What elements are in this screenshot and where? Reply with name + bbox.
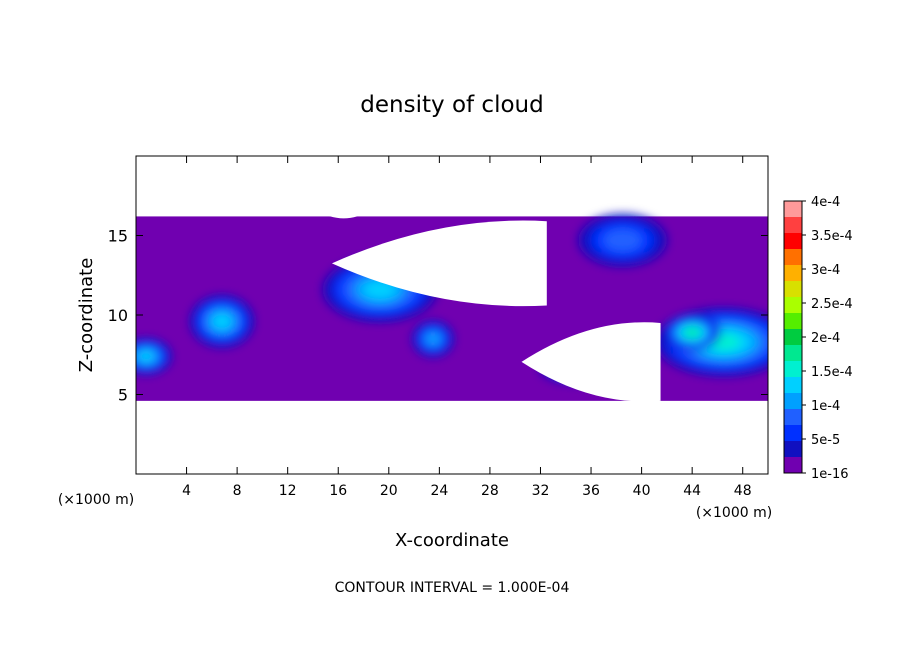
cloud-free-gap-1 — [331, 220, 547, 307]
colorbar-segment-14 — [784, 425, 802, 442]
colorbar-label-7: 5e-5 — [811, 433, 840, 448]
x-unit-left: (×1000 m) — [58, 492, 134, 508]
density-feature-7-level-7 — [686, 328, 699, 337]
colorbar-segment-3 — [784, 249, 802, 266]
colorbar-segment-9 — [784, 345, 802, 362]
colorbar-segment-2 — [784, 233, 802, 250]
colorbar-segment-0 — [784, 201, 802, 218]
colorbar-segment-11 — [784, 377, 802, 394]
x-tick-label-36: 36 — [582, 483, 600, 499]
density-feature-1-level-5 — [212, 313, 231, 329]
x-tick-label-4: 4 — [182, 483, 191, 499]
colorbar-segment-5 — [784, 281, 802, 298]
x-tick-label-12: 12 — [279, 483, 297, 499]
density-feature-2-level-5 — [363, 280, 397, 299]
colorbar-segment-7 — [784, 313, 802, 330]
x-tick-label-16: 16 — [329, 483, 347, 499]
contour-interval-note: CONTOUR INTERVAL = 1.000E-04 — [335, 580, 570, 596]
x-axis-label: X-coordinate — [395, 530, 509, 551]
colorbar-label-8: 1e-16 — [811, 467, 849, 482]
y-axis-ticks: 5 10 15 — [108, 227, 768, 405]
x-axis-ticks: 4 8 12 16 20 24 28 32 36 40 44 48 — [182, 156, 752, 499]
density-feature-5-level-3 — [602, 228, 643, 252]
x-tick-label-20: 20 — [380, 483, 398, 499]
colorbar-label-1: 3.5e-4 — [811, 229, 853, 244]
colorbar-label-6: 1e-4 — [811, 399, 840, 414]
y-tick-label-5: 5 — [118, 386, 128, 405]
colorbar-label-3: 2.5e-4 — [811, 297, 853, 312]
x-tick-label-48: 48 — [734, 483, 752, 499]
chart-title: density of cloud — [360, 92, 543, 118]
colorbar-label-0: 4e-4 — [811, 195, 840, 210]
x-tick-label-44: 44 — [683, 483, 701, 499]
cloud-free-gap-2 — [521, 322, 661, 402]
x-tick-label-24: 24 — [430, 483, 448, 499]
colorbar-segment-12 — [784, 393, 802, 410]
colorbar-segment-4 — [784, 265, 802, 282]
colorbar-segment-1 — [784, 217, 802, 234]
x-tick-label-28: 28 — [481, 483, 499, 499]
x-tick-label-40: 40 — [633, 483, 651, 499]
x-unit-right: (×1000 m) — [696, 505, 772, 521]
colorbar-segment-8 — [784, 329, 802, 346]
y-tick-label-10: 10 — [108, 306, 128, 325]
density-feature-0-level-5 — [138, 351, 154, 362]
colorbar-label-4: 2e-4 — [811, 331, 840, 346]
colorbar-segment-15 — [784, 441, 802, 458]
colorbar-segment-6 — [784, 297, 802, 314]
density-feature-3-level-4 — [425, 332, 441, 346]
density-field — [136, 201, 768, 402]
x-tick-label-8: 8 — [233, 483, 242, 499]
colorbar: 4e-4 3.5e-4 3e-4 2.5e-4 2e-4 1.5e-4 1e-4 5e-5 1e… — [783, 195, 853, 482]
colorbar-label-5: 1.5e-4 — [811, 365, 853, 380]
x-tick-label-32: 32 — [532, 483, 550, 499]
colorbar-segment-16 — [784, 457, 802, 474]
colorbar-segment-13 — [784, 409, 802, 426]
y-tick-label-15: 15 — [108, 227, 128, 246]
y-axis-label: Z-coordinate — [76, 258, 97, 373]
colorbar-label-2: 3e-4 — [811, 263, 840, 278]
cloud-free-gap-0 — [315, 201, 358, 219]
colorbar-segment-10 — [784, 361, 802, 378]
